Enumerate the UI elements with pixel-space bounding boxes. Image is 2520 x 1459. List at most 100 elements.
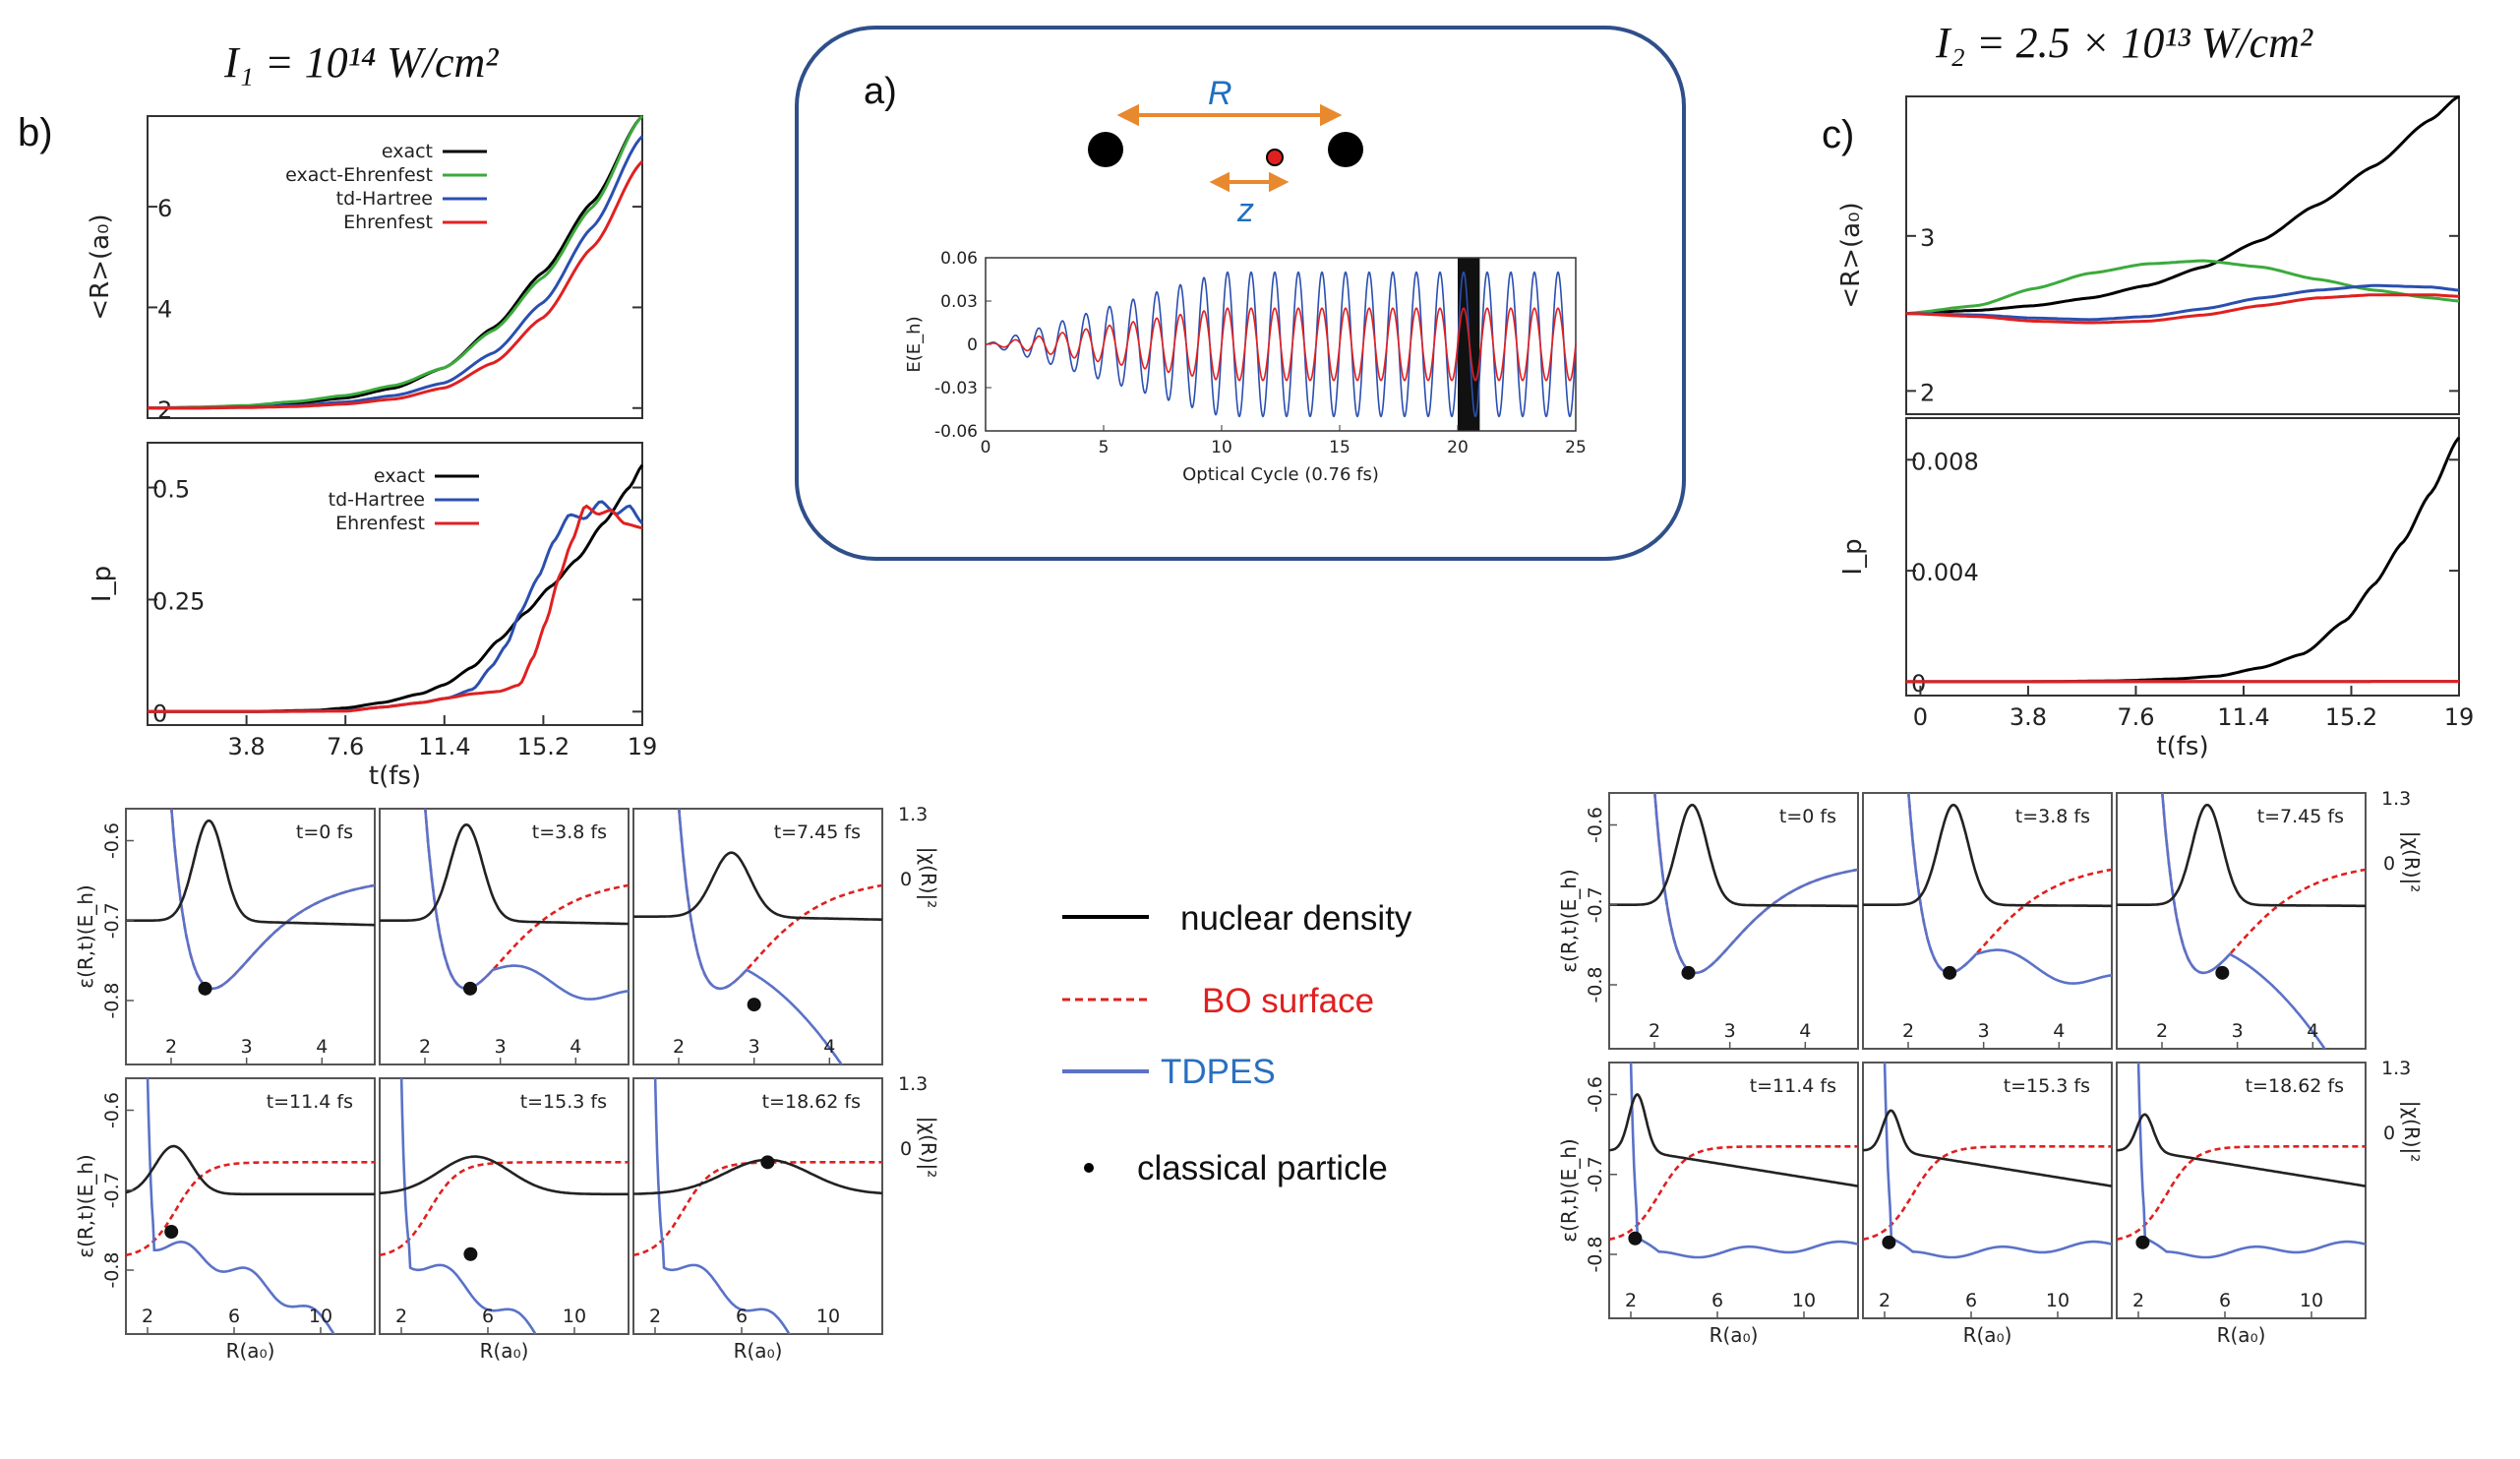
y-axis-label: I_p (88, 566, 117, 602)
nuclear-density-curve (633, 1158, 882, 1195)
panel-time-label: t=7.45 fs (774, 821, 861, 843)
x-tick-label: 6 (2219, 1290, 2231, 1311)
legend-label: exact (382, 141, 433, 162)
x-tick-label: 2 (1649, 1020, 1660, 1042)
x-tick-label: 15.2 (517, 733, 570, 760)
y-tick-label: 0 (1911, 670, 1926, 698)
bo-surface-curve (2161, 793, 2366, 975)
classical-particle-marker (1943, 965, 1957, 980)
x-tick-label: 5 (1099, 438, 1110, 457)
tdpes-curve (170, 809, 375, 991)
right-tick-label: 0 (2383, 853, 2395, 875)
right-axis-label: |χ(R)|² (917, 847, 940, 909)
y-tick-label: -0.7 (1585, 886, 1606, 923)
tdpes-curve (1883, 1063, 2112, 1259)
x-tick-label: 11.4 (2217, 703, 2269, 731)
legend-label: td-Hartree (329, 489, 425, 511)
y-tick-label: 2 (1920, 379, 1935, 406)
nuclear-density-curve (380, 822, 629, 926)
x-tick-label: 2 (1879, 1290, 1890, 1311)
panel-time-label: t=7.45 fs (2257, 806, 2344, 827)
y-tick-label: 0.03 (940, 292, 978, 312)
title-intensity-2: I₂ = 2.5 × 10¹³ W/cm² (1935, 19, 2313, 67)
y-axis-label: ε(R,t)(E_h) (74, 884, 97, 988)
panel-frame (1862, 792, 2113, 1050)
panel-frame (1608, 1062, 1859, 1319)
x-tick-label: 2 (165, 1036, 177, 1058)
x-tick-label: 10 (563, 1306, 586, 1327)
legend-classical-particle: classical particle (1137, 1149, 1388, 1187)
panel-curves (126, 809, 375, 996)
nuclear-density-curve (126, 1144, 375, 1196)
right-axis-label: |χ(R)|² (2400, 831, 2424, 893)
classical-particle-marker (198, 981, 212, 996)
x-tick-label: 4 (2307, 1020, 2318, 1042)
x-tick-label: 3 (495, 1036, 507, 1058)
x-tick-label: 4 (2053, 1020, 2065, 1042)
x-tick-label: 4 (570, 1036, 581, 1058)
x-tick-label: 2 (1625, 1290, 1637, 1311)
chart-c-ionization: 0 0.004 0.008 0 3.8 7.6 11.4 15.2 19 t(fs) I_p (1838, 417, 2474, 761)
y-tick-label: 0.004 (1911, 559, 1979, 586)
x-tick-label: 6 (482, 1306, 494, 1327)
legend-bo-surface: BO surface (1202, 982, 1374, 1020)
bo-surface-curve (380, 1161, 629, 1257)
tdpes-panel: t=3.8 fs 2 3 4 (1862, 792, 2113, 1050)
x-tick-label: 19 (628, 733, 658, 760)
right-axis-label: |χ(R)|² (917, 1117, 940, 1179)
tdpes-curve (399, 1078, 537, 1334)
series-ehrenfest (1905, 293, 2460, 325)
panel-curves (2117, 1063, 2366, 1259)
right-tick-label: 1.3 (2381, 1058, 2411, 1079)
laser-field-inset: -0.06 -0.03 0 0.03 0.06 0 5 10 15 20 25 Optical Cyc… (904, 249, 1587, 485)
nuclear-density-curve (633, 851, 882, 921)
y-tick-label: -0.6 (101, 1092, 123, 1128)
panel-curves (1863, 1063, 2112, 1259)
panel-frame (2116, 792, 2367, 1050)
classical-particle-marker (747, 998, 761, 1012)
grid-legend: nuclear density BO surface TDPES classic… (1062, 899, 1412, 1187)
electron (1266, 149, 1284, 166)
x-tick-label: 4 (316, 1036, 328, 1058)
bo-surface-curve (170, 809, 375, 991)
legend-label: td-Hartree (336, 188, 433, 210)
classical-particle-marker (2135, 1235, 2150, 1249)
x-tick-label: 2 (1902, 1020, 1914, 1042)
x-tick-label: 2 (142, 1306, 153, 1327)
series-exact (1905, 94, 2460, 316)
tdpes-curve (146, 1078, 336, 1334)
panel-frame (1862, 1062, 2113, 1319)
panel-a: a) R z -0.06 -0.03 0 0.03 0.06 0 5 10 15 20 25 Opti… (795, 26, 1686, 561)
right-axis-label: |χ(R)|² (2400, 1101, 2424, 1163)
nuclear-density-curve (1609, 1093, 1858, 1187)
x-axis-label: R(a₀) (1710, 1323, 1759, 1347)
plot-frame (147, 115, 643, 419)
panel-time-label: t=0 fs (296, 821, 353, 843)
legend-label: exact (374, 465, 425, 487)
classical-particle-marker (1882, 1235, 1896, 1249)
x-tick-label: 0 (1913, 703, 1928, 731)
y-tick-label: 0 (967, 335, 978, 355)
nucleus-right (1328, 132, 1363, 167)
x-axis-label: t(fs) (2156, 732, 2208, 761)
y-axis-label: ε(R,t)(E_h) (1557, 1138, 1581, 1242)
x-tick-label: 2 (395, 1306, 407, 1327)
series-exact (1906, 436, 2461, 684)
bo-surface-curve (126, 1161, 375, 1257)
tdpes-grid-left: t=0 fs2 3 4-0.6-0.7-0.8ε(R,t)(E_h)t=3.8 fs… (74, 804, 940, 1363)
x-tick-label: 4 (1799, 1020, 1811, 1042)
classical-particle-marker (1628, 1231, 1643, 1246)
panel-curves (1609, 793, 1858, 980)
x-axis-label: R(a₀) (480, 1339, 529, 1363)
panel-time-label: t=11.4 fs (267, 1091, 353, 1113)
x-axis-label: R(a₀) (2217, 1323, 2266, 1347)
bo-surface-curve (2117, 1145, 2366, 1242)
x-tick-label: 11.4 (418, 733, 470, 760)
tdpes-panel: t=18.62 fs 2 6 10 1.3 0 |χ(R)|² R(a₀) (2116, 1058, 2424, 1347)
y-axis-label: ε(R,t)(E_h) (74, 1154, 97, 1257)
nucleus-left (1088, 132, 1123, 167)
tdpes-curve (2161, 793, 2327, 1049)
panel-frame (125, 1077, 376, 1335)
plot-frame (147, 442, 643, 726)
